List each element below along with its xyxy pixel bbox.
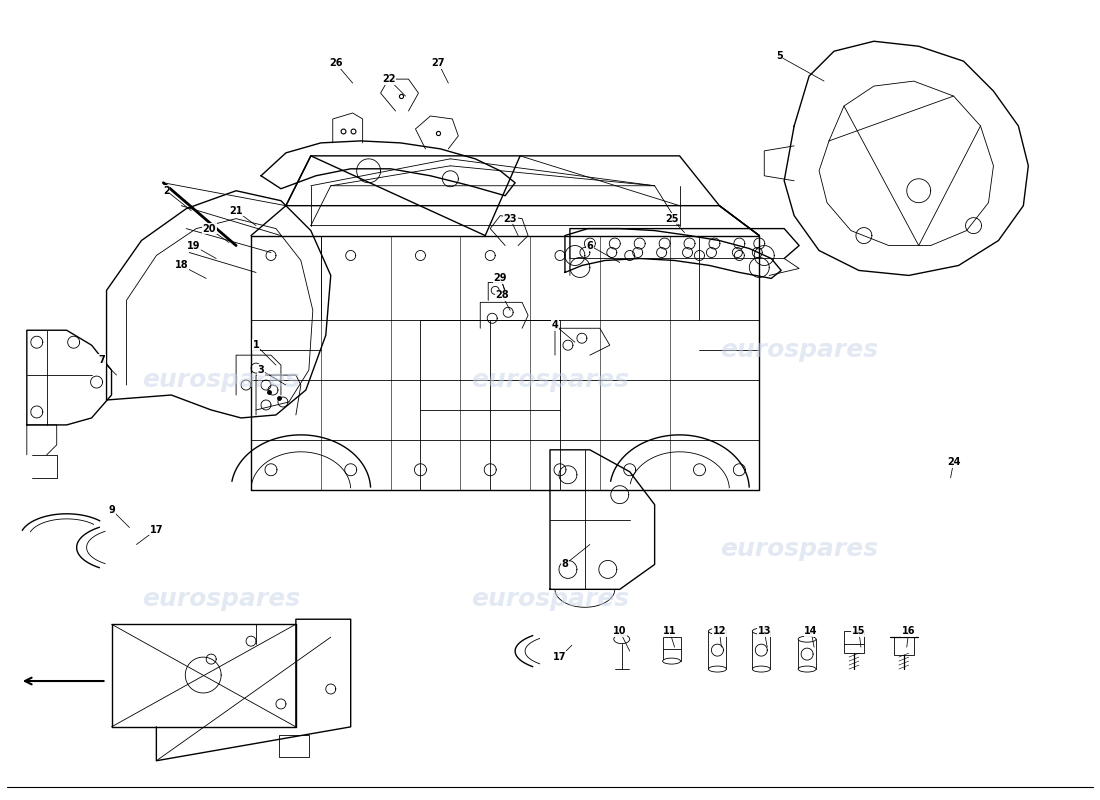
Text: eurospares: eurospares [720, 338, 878, 362]
Bar [752, 631, 770, 669]
Text: 13: 13 [758, 626, 771, 636]
Text: 26: 26 [329, 58, 342, 68]
Text: 1: 1 [253, 340, 260, 350]
Ellipse shape [799, 666, 816, 672]
Text: 9: 9 [108, 505, 114, 514]
Text: 17: 17 [553, 652, 566, 662]
Text: 7: 7 [98, 355, 104, 365]
Bar [708, 631, 726, 669]
Ellipse shape [662, 658, 681, 664]
Text: 25: 25 [664, 214, 679, 224]
Text: 28: 28 [495, 290, 509, 300]
Text: 16: 16 [902, 626, 915, 636]
Ellipse shape [752, 666, 770, 672]
Text: eurospares: eurospares [471, 368, 629, 392]
Bar [799, 639, 816, 669]
Bar [279, 735, 309, 757]
Text: 20: 20 [202, 223, 216, 234]
Text: 2: 2 [163, 186, 169, 196]
Text: 27: 27 [431, 58, 446, 68]
Text: 24: 24 [947, 457, 960, 466]
Bar [844, 631, 864, 653]
Text: 18: 18 [175, 261, 188, 270]
Text: 29: 29 [494, 274, 507, 283]
Text: 14: 14 [804, 626, 817, 636]
Text: 23: 23 [504, 214, 517, 224]
Text: 10: 10 [613, 626, 627, 636]
Text: eurospares: eurospares [142, 368, 300, 392]
Bar [894, 637, 914, 655]
Text: 12: 12 [713, 626, 726, 636]
Text: 11: 11 [663, 626, 676, 636]
Ellipse shape [752, 628, 770, 634]
Text: 5: 5 [776, 51, 782, 61]
Text: eurospares: eurospares [471, 587, 629, 611]
Text: 21: 21 [229, 206, 243, 216]
Text: 3: 3 [257, 365, 264, 375]
Text: 22: 22 [382, 74, 395, 84]
Ellipse shape [614, 634, 629, 644]
Text: eurospares: eurospares [142, 587, 300, 611]
Ellipse shape [799, 636, 816, 642]
Text: 8: 8 [561, 559, 569, 570]
Bar [662, 637, 681, 661]
Text: 15: 15 [852, 626, 866, 636]
Text: eurospares: eurospares [720, 538, 878, 562]
Ellipse shape [708, 628, 726, 634]
Text: 17: 17 [150, 525, 163, 534]
Ellipse shape [708, 666, 726, 672]
Text: 6: 6 [586, 241, 593, 250]
Text: 19: 19 [187, 241, 200, 250]
Text: 4: 4 [551, 320, 559, 330]
